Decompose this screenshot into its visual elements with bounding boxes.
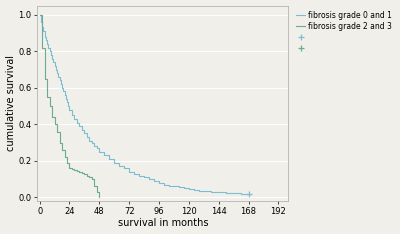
- Legend: fibrosis grade 0 and 1, fibrosis grade 2 and 3, , : fibrosis grade 0 and 1, fibrosis grade 2…: [295, 9, 394, 54]
- Y-axis label: cumulative survival: cumulative survival: [6, 55, 16, 151]
- X-axis label: survival in months: survival in months: [118, 219, 208, 228]
